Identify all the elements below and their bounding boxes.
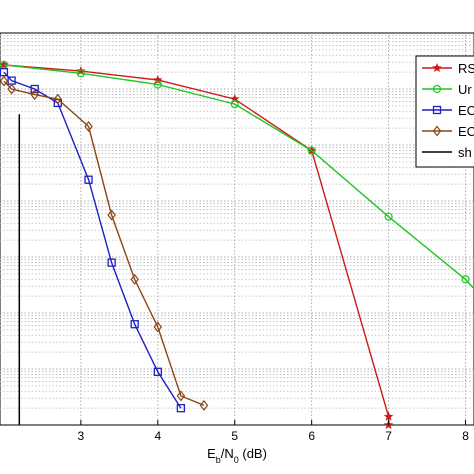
series-line: [3, 71, 182, 409]
data-point: [176, 404, 186, 413]
data-point: [30, 84, 39, 94]
legend-label: EC: [458, 103, 474, 118]
data-point: [130, 320, 139, 329]
series-layer: [0, 59, 474, 430]
legend-entry: Ur: [422, 82, 472, 97]
x-tick-label: 3: [78, 429, 85, 443]
legend-label: sh: [458, 145, 472, 160]
x-tick-label: 5: [231, 429, 238, 443]
data-point: [76, 69, 85, 78]
series-2: [0, 68, 186, 413]
legend-entry: EC: [422, 124, 474, 139]
data-point: [0, 75, 9, 87]
data-point: [153, 80, 162, 89]
series-line: [3, 64, 474, 290]
data-point: [130, 273, 139, 285]
series-3: [0, 75, 209, 411]
data-point: [7, 83, 16, 95]
series-1: [0, 60, 474, 290]
data-point: [84, 175, 93, 184]
grid-layer: [0, 33, 474, 425]
x-tick-label: 6: [308, 429, 315, 443]
data-point: [307, 146, 316, 155]
x-tick-label: 7: [385, 429, 392, 443]
data-point: [383, 411, 394, 421]
data-point: [107, 258, 116, 267]
data-point: [152, 74, 163, 85]
legend-entry: sh: [422, 145, 472, 160]
legend-entry: RS: [422, 61, 474, 76]
data-point: [107, 209, 116, 221]
x-tick-label: 8: [462, 429, 469, 443]
data-point: [432, 84, 442, 94]
data-point: [53, 93, 63, 105]
legend: RS Ur EC EC sh: [415, 55, 474, 168]
plot-area: [0, 32, 474, 430]
legend-box: [415, 55, 474, 168]
data-point: [230, 100, 239, 109]
data-point: [432, 105, 442, 115]
series-line: [3, 80, 205, 407]
legend-entry: EC: [422, 103, 474, 118]
data-point: [153, 321, 163, 333]
legend-label: Ur: [458, 82, 472, 97]
data-point: [84, 121, 93, 132]
data-point: [30, 89, 39, 101]
x-axis-label: Eb/N0 (dB): [207, 446, 267, 465]
x-tick-label: 4: [154, 429, 161, 443]
data-point: [176, 390, 186, 402]
x-tick-labels: 3 4 5 6 7 8: [78, 420, 469, 443]
data-point: [384, 212, 393, 221]
data-point: [461, 275, 470, 284]
data-point: [153, 367, 162, 376]
legend-label: EC: [458, 124, 474, 139]
legend-label: RS: [458, 61, 474, 76]
data-point: [432, 62, 442, 73]
data-point: [432, 125, 442, 137]
data-point: [199, 399, 209, 411]
